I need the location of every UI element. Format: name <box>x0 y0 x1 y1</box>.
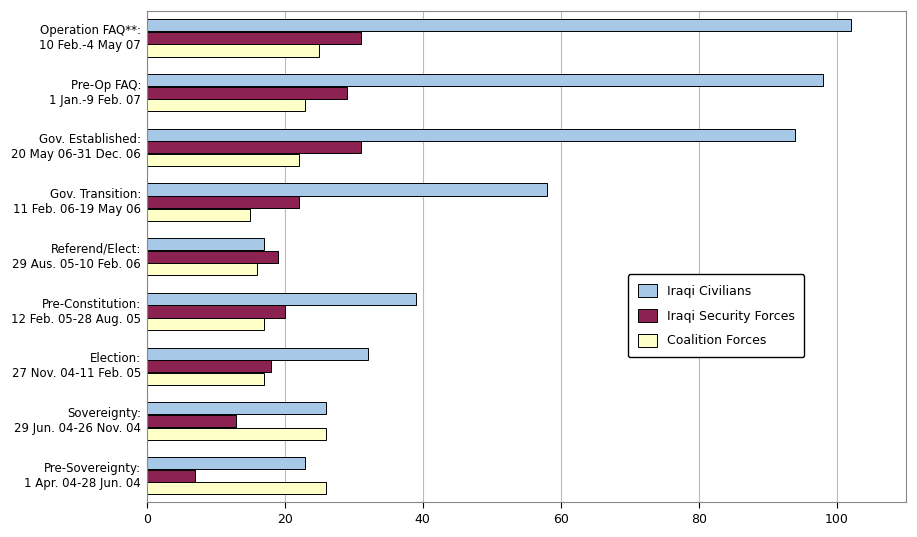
Bar <box>147 19 851 31</box>
Bar <box>147 45 319 56</box>
Bar <box>147 141 360 154</box>
Bar <box>147 293 415 305</box>
Bar <box>147 196 299 208</box>
Bar <box>147 318 264 330</box>
Bar <box>147 415 237 427</box>
Bar <box>147 32 360 44</box>
Bar <box>147 263 257 275</box>
Legend: Iraqi Civilians, Iraqi Security Forces, Coalition Forces: Iraqi Civilians, Iraqi Security Forces, … <box>628 274 804 358</box>
Bar <box>147 470 195 482</box>
Bar <box>147 306 284 317</box>
Bar <box>147 347 368 360</box>
Bar <box>147 482 326 494</box>
Bar <box>147 74 823 86</box>
Bar <box>147 402 326 415</box>
Bar <box>147 457 305 469</box>
Bar <box>147 373 264 385</box>
Bar <box>147 251 278 263</box>
Bar <box>147 427 326 440</box>
Bar <box>147 209 250 221</box>
Bar <box>147 184 547 195</box>
Bar <box>147 99 305 111</box>
Bar <box>147 238 264 250</box>
Bar <box>147 360 271 372</box>
Bar <box>147 154 299 166</box>
Bar <box>147 86 347 99</box>
Bar <box>147 129 795 141</box>
